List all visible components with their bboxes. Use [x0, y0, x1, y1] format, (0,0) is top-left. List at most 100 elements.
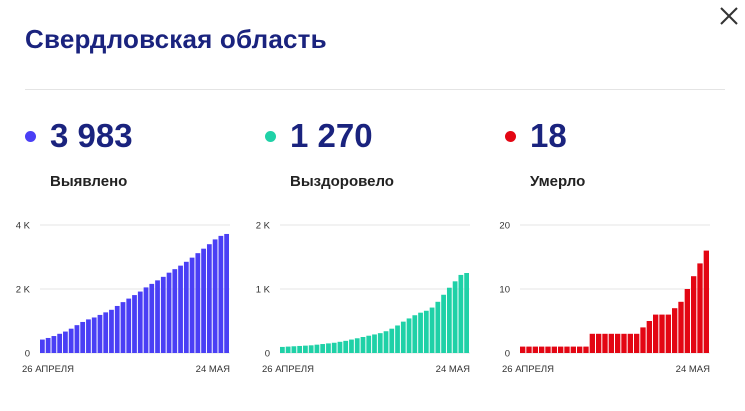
chart-died: 0 10 20 26 АПРЕЛЯ 24 МАЯ: [485, 210, 715, 385]
bar: [539, 346, 545, 353]
bar: [634, 333, 640, 353]
bar: [126, 298, 132, 353]
bar: [646, 321, 652, 353]
bar: [615, 333, 621, 353]
bar: [418, 312, 423, 353]
bar: [446, 287, 452, 353]
bar: [627, 333, 633, 353]
y-tick-label: 0: [505, 349, 510, 360]
bar: [337, 341, 343, 353]
bar: [653, 314, 659, 353]
stat-died-label: Умерло: [530, 173, 586, 190]
bar: [389, 328, 395, 353]
bar: [212, 239, 218, 353]
bar: [608, 333, 614, 353]
bar: [172, 269, 178, 353]
bar: [68, 328, 74, 353]
chart-detected-svg: 0 2 K 4 K 26 АПРЕЛЯ 24 МАЯ: [16, 221, 230, 376]
bar: [551, 346, 557, 353]
bar: [155, 280, 160, 353]
bar: [441, 294, 446, 353]
bar: [201, 248, 206, 353]
bar: [97, 314, 103, 353]
bar: [564, 346, 570, 353]
bar: [326, 343, 331, 353]
bar: [532, 346, 538, 353]
bar: [697, 263, 703, 353]
bar: [429, 307, 435, 353]
chart-recovered-svg: 0 1 K 2 K 26 АПРЕЛЯ 24 МАЯ: [256, 221, 470, 376]
close-icon: [720, 7, 738, 25]
x-end-label: 24 МАЯ: [676, 364, 710, 375]
died-dot-icon: [505, 131, 516, 142]
bar: [691, 276, 697, 353]
bar: [558, 346, 564, 353]
bar: [178, 265, 183, 353]
bar: [372, 334, 377, 353]
stat-detected-label: Выявлено: [50, 173, 128, 190]
bar: [57, 333, 63, 353]
bar: [672, 308, 678, 353]
bar: [120, 302, 126, 353]
bar: [589, 333, 595, 353]
x-start-label: 26 АПРЕЛЯ: [262, 364, 314, 375]
x-end-label: 24 МАЯ: [436, 364, 470, 375]
bar: [452, 281, 458, 353]
bar: [703, 250, 709, 353]
bar: [412, 315, 418, 353]
bar: [109, 309, 114, 353]
bar: [377, 333, 383, 353]
bar: [149, 283, 155, 353]
bar: [583, 346, 589, 353]
close-button[interactable]: [716, 3, 742, 29]
bar: [280, 346, 285, 353]
y-tick-label: 20: [499, 221, 510, 232]
bar: [63, 331, 68, 353]
recovered-dot-icon: [265, 131, 276, 142]
bar: [189, 257, 195, 353]
bar: [435, 301, 441, 353]
bar: [596, 333, 602, 353]
bar: [297, 345, 303, 353]
bar: [621, 333, 627, 353]
bar: [659, 314, 665, 353]
chart-detected: 0 2 K 4 K 26 АПРЕЛЯ 24 МАЯ: [5, 210, 235, 385]
bar: [183, 261, 189, 353]
bar: [678, 301, 684, 353]
bar: [40, 339, 45, 353]
bar: [395, 325, 400, 353]
stat-detected-value: 3 983: [50, 117, 133, 154]
bar: [545, 346, 551, 353]
bar: [400, 321, 406, 353]
chart-recovered: 0 1 K 2 K 26 АПРЕЛЯ 24 МАЯ: [245, 210, 475, 385]
bar: [45, 337, 51, 353]
bar: [314, 344, 320, 353]
bar: [103, 312, 109, 353]
y-tick-label: 0: [25, 349, 30, 360]
bar: [354, 338, 360, 353]
y-tick-label: 0: [265, 349, 270, 360]
bar: [91, 317, 97, 353]
bar: [331, 342, 337, 353]
bar: [80, 321, 86, 353]
bar: [520, 346, 526, 353]
bar: [383, 331, 389, 353]
y-tick-label: 2 K: [16, 285, 31, 296]
x-start-label: 26 АПРЕЛЯ: [502, 364, 554, 375]
x-start-label: 26 АПРЕЛЯ: [22, 364, 74, 375]
bar: [640, 327, 646, 353]
bar: [114, 305, 120, 353]
y-tick-label: 2 K: [256, 221, 271, 232]
chart-died-svg: 0 10 20 26 АПРЕЛЯ 24 МАЯ: [499, 221, 710, 376]
bar: [285, 346, 291, 353]
bar: [406, 318, 412, 353]
bar: [132, 295, 137, 353]
bar: [218, 235, 224, 353]
bar: [74, 325, 80, 353]
bar: [320, 344, 326, 353]
x-end-label: 24 МАЯ: [196, 364, 230, 375]
bar: [291, 346, 297, 353]
bar: [684, 289, 690, 353]
bar: [195, 253, 201, 353]
bar: [423, 310, 429, 353]
